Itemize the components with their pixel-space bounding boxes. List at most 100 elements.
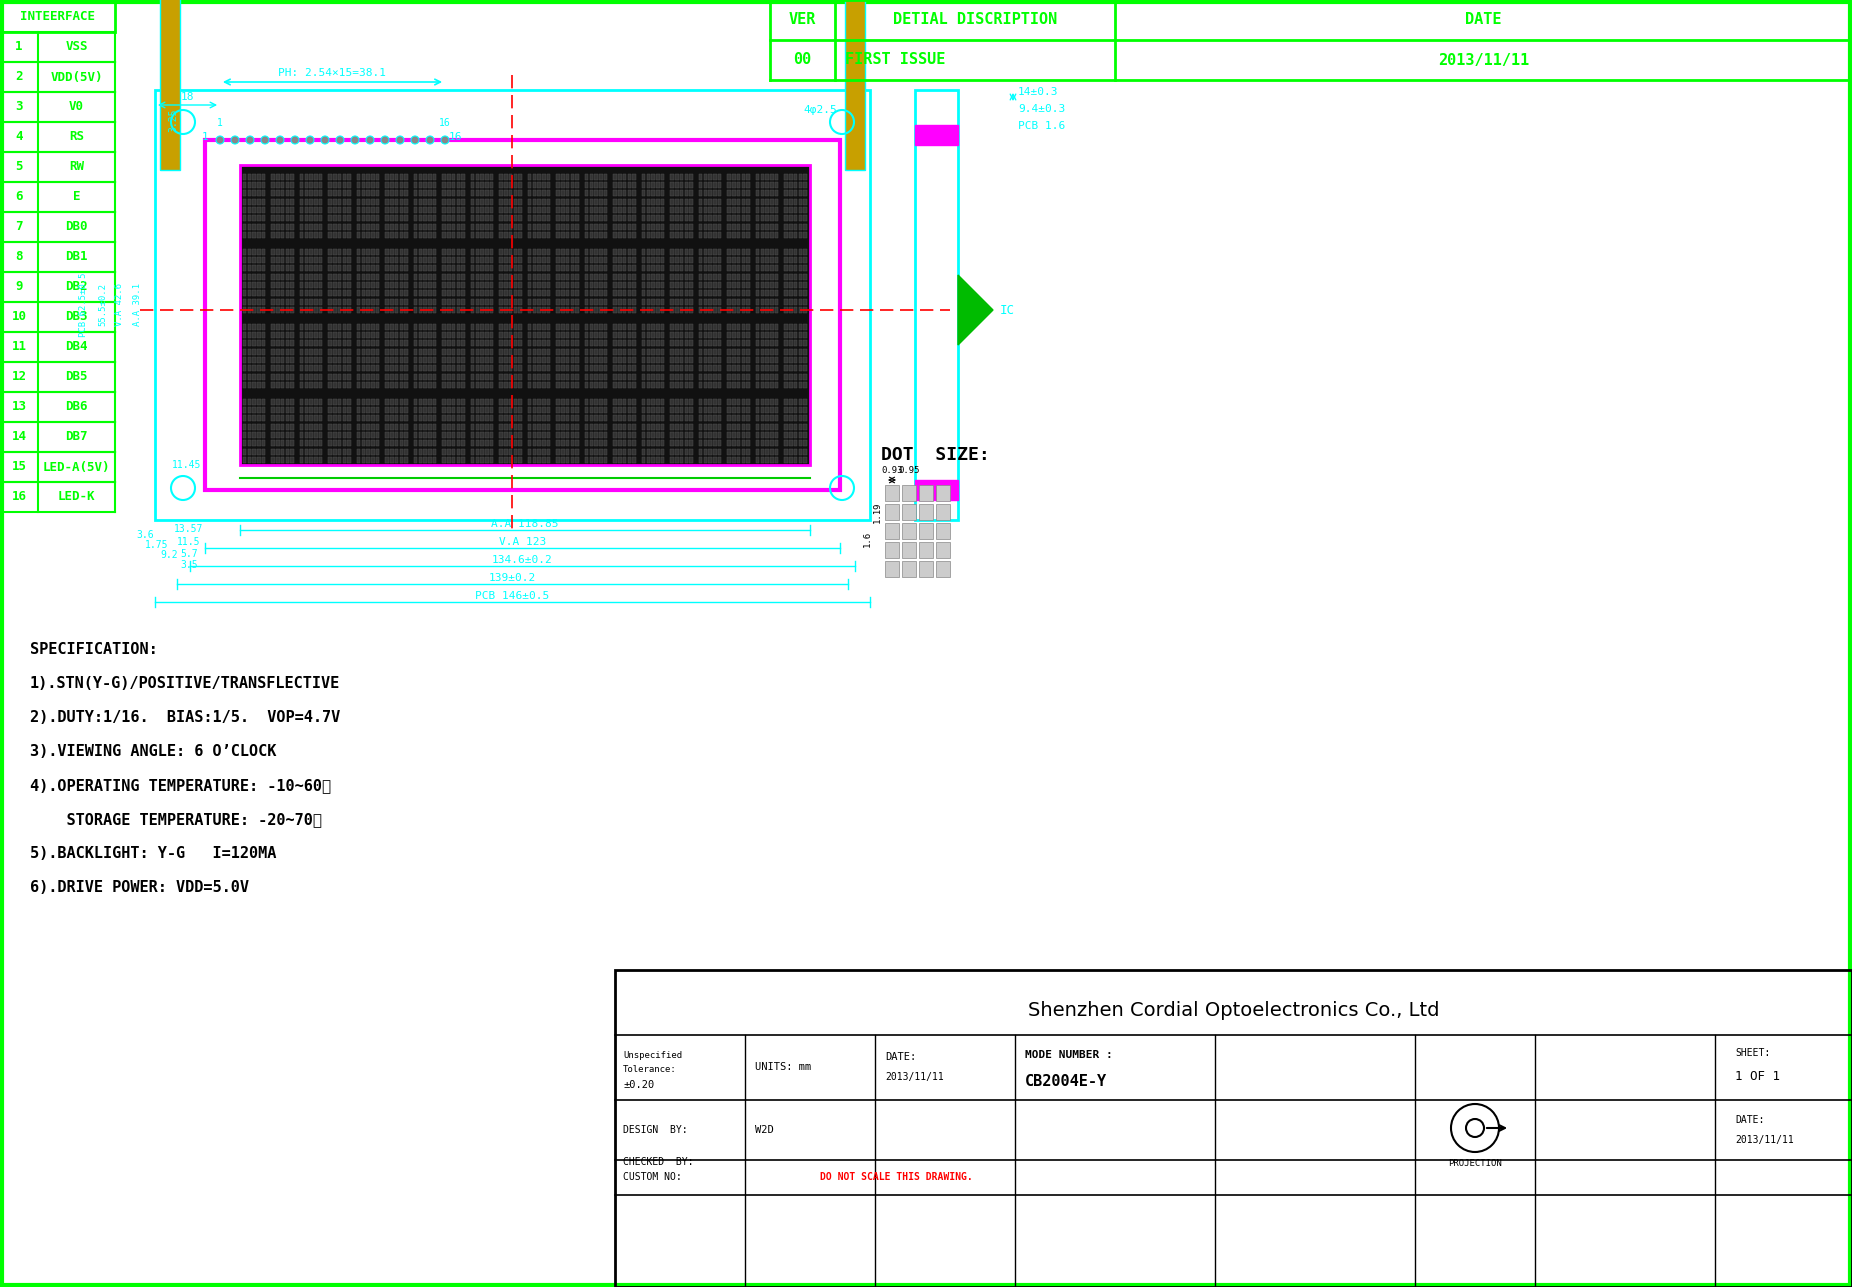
Bar xyxy=(604,299,607,305)
Bar xyxy=(428,190,432,197)
Bar xyxy=(676,356,678,363)
Bar xyxy=(661,181,665,188)
Bar xyxy=(685,274,689,279)
Bar xyxy=(361,274,365,279)
Bar xyxy=(528,248,532,255)
Bar xyxy=(661,356,665,363)
Bar xyxy=(789,373,793,380)
Bar xyxy=(348,282,350,288)
Bar xyxy=(685,423,689,430)
Bar xyxy=(404,356,407,363)
Bar xyxy=(248,349,252,355)
Bar xyxy=(704,432,707,438)
Bar xyxy=(632,190,635,197)
Bar xyxy=(376,366,380,372)
Bar xyxy=(315,432,317,438)
Bar xyxy=(737,224,741,229)
Bar xyxy=(713,224,717,229)
Bar xyxy=(413,349,417,355)
Bar xyxy=(613,198,617,205)
Bar xyxy=(533,340,535,346)
Bar xyxy=(774,299,778,305)
Bar xyxy=(424,366,426,372)
Bar xyxy=(500,291,502,296)
Bar xyxy=(367,265,370,272)
Bar xyxy=(546,416,550,421)
Bar xyxy=(446,449,450,454)
Bar xyxy=(561,190,565,197)
Bar xyxy=(333,198,337,205)
Bar xyxy=(272,373,274,380)
Bar xyxy=(546,174,550,180)
Bar xyxy=(248,356,252,363)
Bar xyxy=(546,399,550,404)
Bar xyxy=(652,190,656,197)
Bar xyxy=(598,207,602,214)
Bar xyxy=(428,299,432,305)
Bar xyxy=(419,198,422,205)
Bar xyxy=(489,274,493,279)
Bar xyxy=(628,174,632,180)
Bar xyxy=(622,282,626,288)
Bar xyxy=(561,340,565,346)
Bar xyxy=(428,340,432,346)
Bar xyxy=(543,366,546,372)
Bar xyxy=(619,174,622,180)
Bar xyxy=(333,174,337,180)
Bar xyxy=(343,291,346,296)
Bar xyxy=(343,323,346,329)
Bar xyxy=(343,373,346,380)
Bar xyxy=(543,181,546,188)
Bar xyxy=(367,323,370,329)
Bar xyxy=(504,323,507,329)
Text: 0.95: 0.95 xyxy=(898,466,920,475)
Bar xyxy=(500,215,502,221)
Bar xyxy=(765,366,769,372)
Bar xyxy=(428,423,432,430)
Bar xyxy=(728,308,732,313)
Bar xyxy=(632,174,635,180)
Bar xyxy=(785,449,787,454)
Bar xyxy=(698,232,702,238)
Bar xyxy=(257,423,261,430)
Bar xyxy=(391,432,393,438)
Bar xyxy=(348,366,350,372)
Bar xyxy=(443,382,446,387)
Bar xyxy=(337,190,341,197)
Bar xyxy=(719,399,720,404)
Bar xyxy=(789,457,793,463)
Bar xyxy=(689,308,693,313)
Bar xyxy=(765,282,769,288)
Bar xyxy=(622,299,626,305)
Text: V.A 123: V.A 123 xyxy=(498,537,546,547)
Bar xyxy=(424,382,426,387)
Bar xyxy=(419,190,422,197)
Bar xyxy=(570,291,574,296)
Bar xyxy=(561,323,565,329)
Bar xyxy=(252,432,256,438)
Bar xyxy=(261,349,265,355)
Bar xyxy=(804,416,807,421)
Bar xyxy=(798,349,802,355)
Bar xyxy=(594,416,598,421)
Bar xyxy=(367,423,370,430)
Bar xyxy=(656,291,659,296)
Bar xyxy=(291,416,294,421)
Bar xyxy=(276,224,280,229)
Bar xyxy=(272,449,274,454)
Bar xyxy=(741,181,745,188)
Bar xyxy=(570,274,574,279)
Bar xyxy=(528,323,532,329)
Bar xyxy=(576,282,580,288)
Bar xyxy=(315,190,317,197)
Bar xyxy=(676,423,678,430)
Bar xyxy=(756,356,759,363)
Bar xyxy=(585,373,589,380)
Bar xyxy=(765,332,769,338)
Bar xyxy=(457,432,459,438)
Bar xyxy=(404,257,407,263)
Bar xyxy=(902,561,917,577)
Bar xyxy=(556,457,559,463)
Bar xyxy=(272,207,274,214)
Bar xyxy=(543,356,546,363)
